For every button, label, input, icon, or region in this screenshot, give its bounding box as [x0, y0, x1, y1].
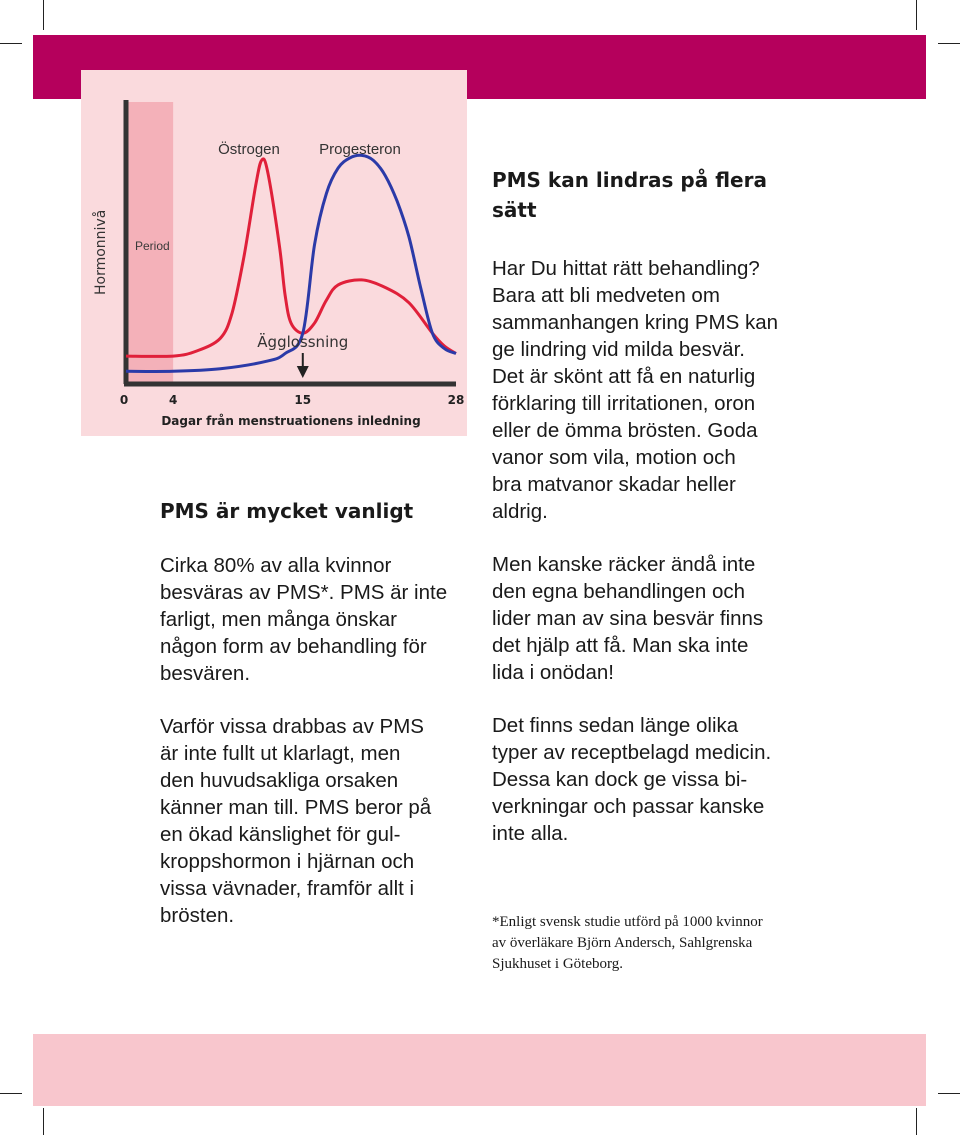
right-paragraph-1: Har Du hittat rätt behandling? Bara att b… [492, 255, 822, 525]
crop-mark [0, 43, 22, 44]
x-tick-label: 4 [169, 393, 177, 407]
hormone-chart: Period Hormonnivå 0 4 15 28 Dagar från menstru… [81, 70, 467, 436]
left-heading: PMS är mycket vanligt [160, 499, 414, 523]
text-line: bra matvanor skadar heller [492, 473, 736, 496]
text-line: lider man av sina besvär finns [492, 607, 764, 630]
left-paragraph-2: Varför vissa drabbas av PMS är inte fullt… [160, 713, 480, 929]
text-line: vanor som vila, motion och [492, 446, 736, 469]
crop-mark [938, 43, 960, 44]
footnote: *Enligt svensk studie utförd på 1000 kvi… [492, 912, 822, 975]
left-column: PMS är mycket vanligt Cirka 80% av alla … [160, 496, 480, 929]
period-label: Period [135, 239, 170, 253]
heading-line: sätt [492, 198, 537, 222]
text-line: någon form av behandling för [160, 635, 427, 658]
x-tick-label: 0 [120, 393, 128, 407]
text-line: besväras av PMS*. PMS är inte [160, 581, 448, 604]
text-line: Varför vissa drabbas av PMS [160, 715, 424, 738]
left-paragraph-1: Cirka 80% av alla kvinnor besväras av PMS… [160, 552, 480, 687]
x-tick-label: 28 [448, 393, 465, 407]
text-line: Har Du hittat rätt behandling? [492, 257, 760, 280]
text-line: Bara att bli medveten om [492, 284, 720, 307]
text-line: typer av receptbelagd medicin. [492, 741, 772, 764]
text-line: aldrig. [492, 500, 548, 523]
text-line: farligt, men många önskar [160, 608, 398, 631]
text-line: den egna behandlingen och [492, 580, 746, 603]
y-axis-label: Hormonnivå [92, 210, 109, 295]
text-line: besvären. [160, 662, 251, 685]
text-line: den huvudsakliga orsaken [160, 769, 399, 792]
crop-mark [43, 1108, 44, 1135]
right-column: PMS kan lindras på flera sätt Har Du hitt… [492, 165, 822, 847]
text-line: Cirka 80% av alla kvinnor [160, 554, 392, 577]
hormone-chart-svg: Period Hormonnivå 0 4 15 28 Dagar från menstru… [92, 100, 465, 428]
crop-mark [43, 0, 44, 30]
crop-mark [0, 1093, 22, 1094]
x-axis-label: Dagar från menstruationens inledning [161, 414, 420, 428]
text-line: inte alla. [492, 822, 569, 845]
series-line-progesteron [125, 153, 457, 373]
text-line: Dessa kan dock ge vissa bi- [492, 768, 748, 791]
text-line: Det finns sedan länge olika [492, 714, 739, 737]
heading-line: PMS kan lindras på flera [492, 168, 767, 192]
series-line-östrogen [125, 157, 457, 358]
footnote-line: *Enligt svensk studie utförd på 1000 kvi… [492, 914, 763, 930]
crop-mark [916, 0, 917, 30]
bottom-color-band [33, 1034, 926, 1106]
footnote-line: Sjukhuset i Göteborg. [492, 956, 623, 972]
text-line: en ökad känslighet för gul- [160, 823, 401, 846]
text-line: brösten. [160, 904, 235, 927]
text-line: det hjälp att få. Man ska inte [492, 634, 749, 657]
x-tick-label: 15 [294, 393, 311, 407]
crop-mark [916, 1108, 917, 1135]
text-line: är inte fullt ut klarlagt, men [160, 742, 401, 765]
text-line: sammanhangen kring PMS kan [492, 311, 779, 334]
ovulation-arrow-head [296, 366, 309, 378]
text-line: förklaring till irritationen, oron [492, 392, 756, 415]
text-line: ge lindring vid milda besvär. [492, 338, 745, 361]
text-line: Det är skönt att få en naturlig [492, 365, 756, 388]
crop-mark [938, 1093, 960, 1094]
text-line: verkningar och passar kanske [492, 795, 765, 818]
text-line: lida i onödan! [492, 661, 614, 684]
footnote-line: av överläkare Björn Andersch, Sahlgrensk… [492, 935, 753, 951]
series-label: Östrogen [218, 140, 280, 158]
series-label: Progesteron [319, 141, 401, 158]
text-line: eller de ömma brösten. Goda [492, 419, 758, 442]
right-paragraph-3: Det finns sedan länge olika typer av rece… [492, 712, 822, 847]
ovulation-label: Ägglossning [257, 332, 348, 351]
period-band [126, 102, 174, 384]
text-line: känner man till. PMS beror på [160, 796, 432, 819]
right-paragraph-2: Men kanske räcker ändå inte den egna beha… [492, 551, 822, 686]
text-line: vissa vävnader, framför allt i [160, 877, 415, 900]
text-line: Men kanske räcker ändå inte [492, 553, 756, 576]
text-line: kroppshormon i hjärnan och [160, 850, 415, 873]
right-heading: PMS kan lindras på flera sätt [492, 165, 822, 225]
